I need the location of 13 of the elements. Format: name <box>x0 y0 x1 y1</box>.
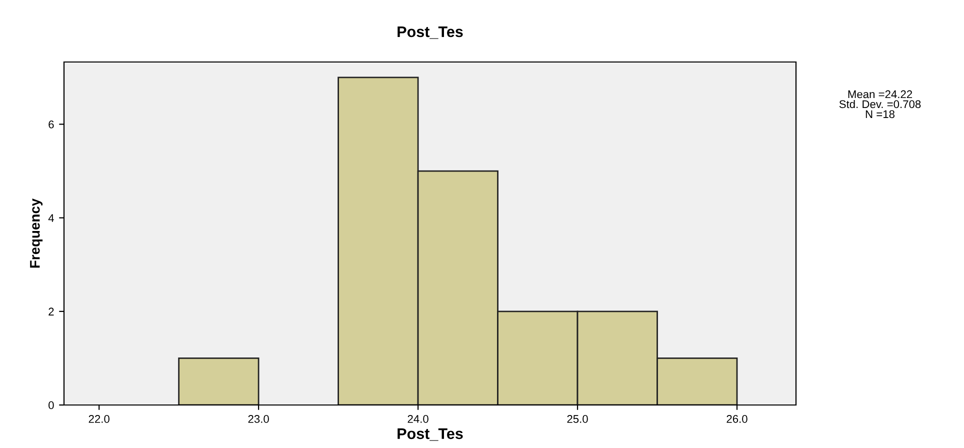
x-tick-label: 26.0 <box>726 415 748 423</box>
chart-title: Post_Tes <box>398 26 463 39</box>
y-tick-label: 2 <box>48 308 54 316</box>
y-tick-label: 6 <box>48 120 54 128</box>
x-axis-title: Post_Tes <box>398 428 463 441</box>
x-tick-label: 24.0 <box>408 415 428 423</box>
y-tick-label: 4 <box>48 214 54 222</box>
x-tick-label: 22.0 <box>88 415 110 423</box>
y-axis-title: Frequency <box>30 198 43 268</box>
y-tick-label: 0 <box>48 401 54 410</box>
text: Mean =24.22 Std. Dev. =0.708 N =18 <box>839 90 921 118</box>
x-tick-label: 23.0 <box>248 415 269 423</box>
x-tick-label: 25.0 <box>567 415 588 423</box>
